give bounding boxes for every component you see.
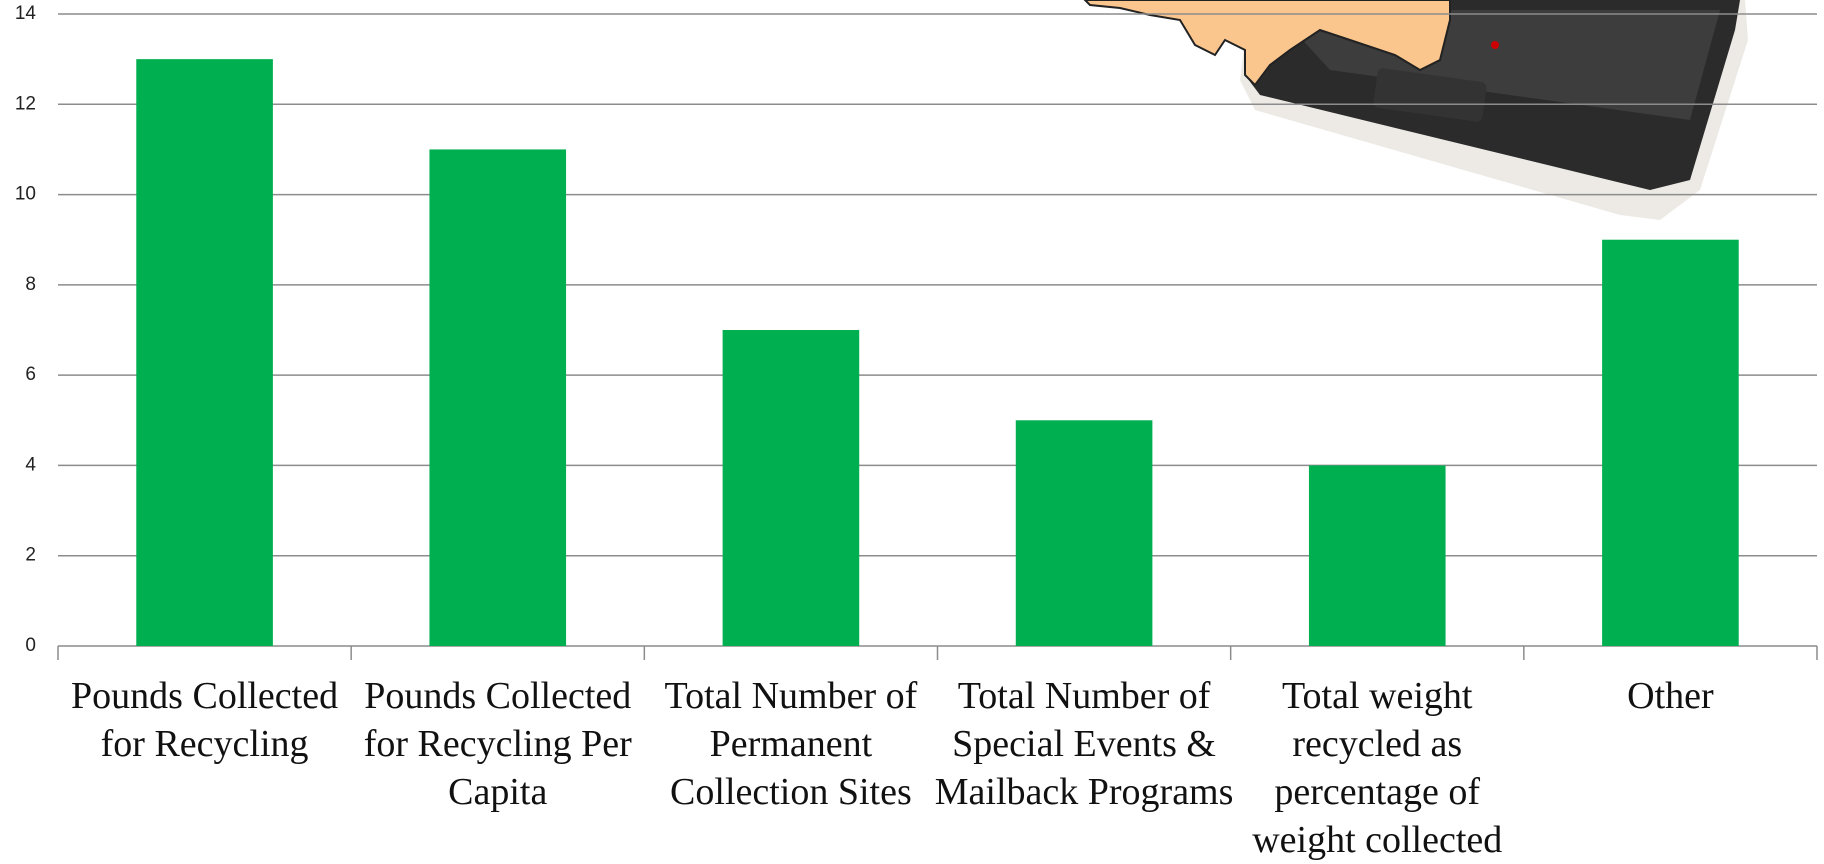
- x-tick-label: Pounds Collected for Recycling: [71, 675, 339, 765]
- y-tick-label: 8: [25, 274, 36, 295]
- bar: [722, 330, 860, 646]
- laptop-illustration: [1083, 0, 1748, 220]
- bar: [1602, 239, 1739, 646]
- y-tick-label: 0: [25, 635, 36, 656]
- y-tick-label: 10: [15, 184, 36, 205]
- x-tick-label: Total Number of Permanent Collection Sit…: [664, 675, 918, 813]
- y-tick-label: 14: [15, 3, 37, 24]
- bar: [429, 149, 567, 646]
- bar: [1308, 465, 1446, 646]
- x-tick-label: Total Number of Special Events & Mailbac…: [934, 675, 1234, 813]
- y-tick-label: 12: [15, 93, 36, 114]
- y-tick-label: 2: [25, 545, 36, 566]
- x-tick-label: Total weight recycled as percentage of w…: [1252, 675, 1503, 861]
- y-tick-label: 6: [25, 364, 36, 385]
- x-tick-label: Pounds Collected for Recycling Per Capit…: [363, 675, 632, 813]
- y-tick-label: 4: [25, 454, 36, 475]
- x-tick-label: Other: [1627, 675, 1714, 717]
- bar: [1015, 420, 1153, 646]
- bar: [136, 59, 273, 646]
